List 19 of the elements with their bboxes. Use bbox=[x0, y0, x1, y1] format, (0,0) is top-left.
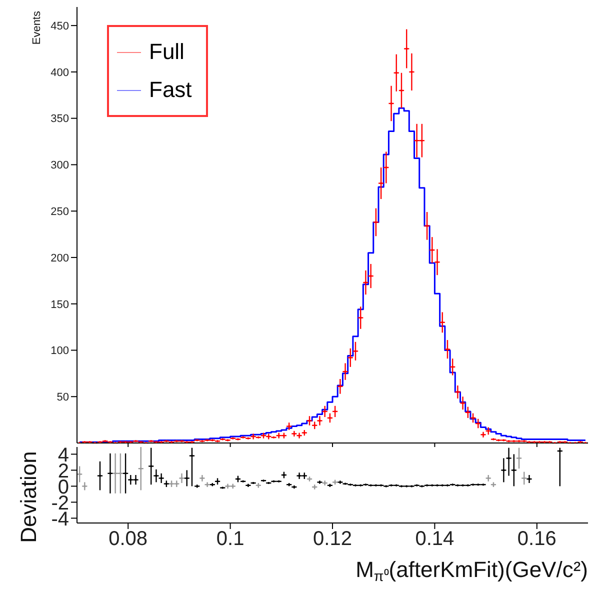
legend-label: Fast bbox=[149, 77, 192, 103]
y-tick-label: 300 bbox=[50, 160, 69, 172]
x-tick-label: 0.16 bbox=[517, 528, 556, 550]
y-tick-label: 400 bbox=[50, 66, 69, 79]
x-tick-label: 0.1 bbox=[216, 528, 244, 550]
x-tick-label: 0.08 bbox=[108, 528, 148, 550]
x-tick-label: 0.12 bbox=[313, 528, 352, 550]
legend-label: Full bbox=[149, 39, 184, 65]
y-tick-label: 200 bbox=[50, 252, 69, 264]
y-tick-label: 250 bbox=[50, 206, 69, 218]
x-tick-label: 0.14 bbox=[415, 528, 454, 550]
y-tick-label: 350 bbox=[50, 113, 69, 126]
y-tick-label: 150 bbox=[50, 298, 69, 311]
x-axis-title: M$_{π⁰}$(afterKmFit)(GeV/c²) bbox=[356, 557, 588, 584]
y-tick-label: 50 bbox=[56, 392, 69, 404]
y-axis-title: Deviation bbox=[16, 451, 41, 543]
y-tick-label: 450 bbox=[50, 20, 69, 32]
y-tick-label: 100 bbox=[50, 345, 69, 358]
y-axis-title: Events bbox=[31, 10, 43, 45]
